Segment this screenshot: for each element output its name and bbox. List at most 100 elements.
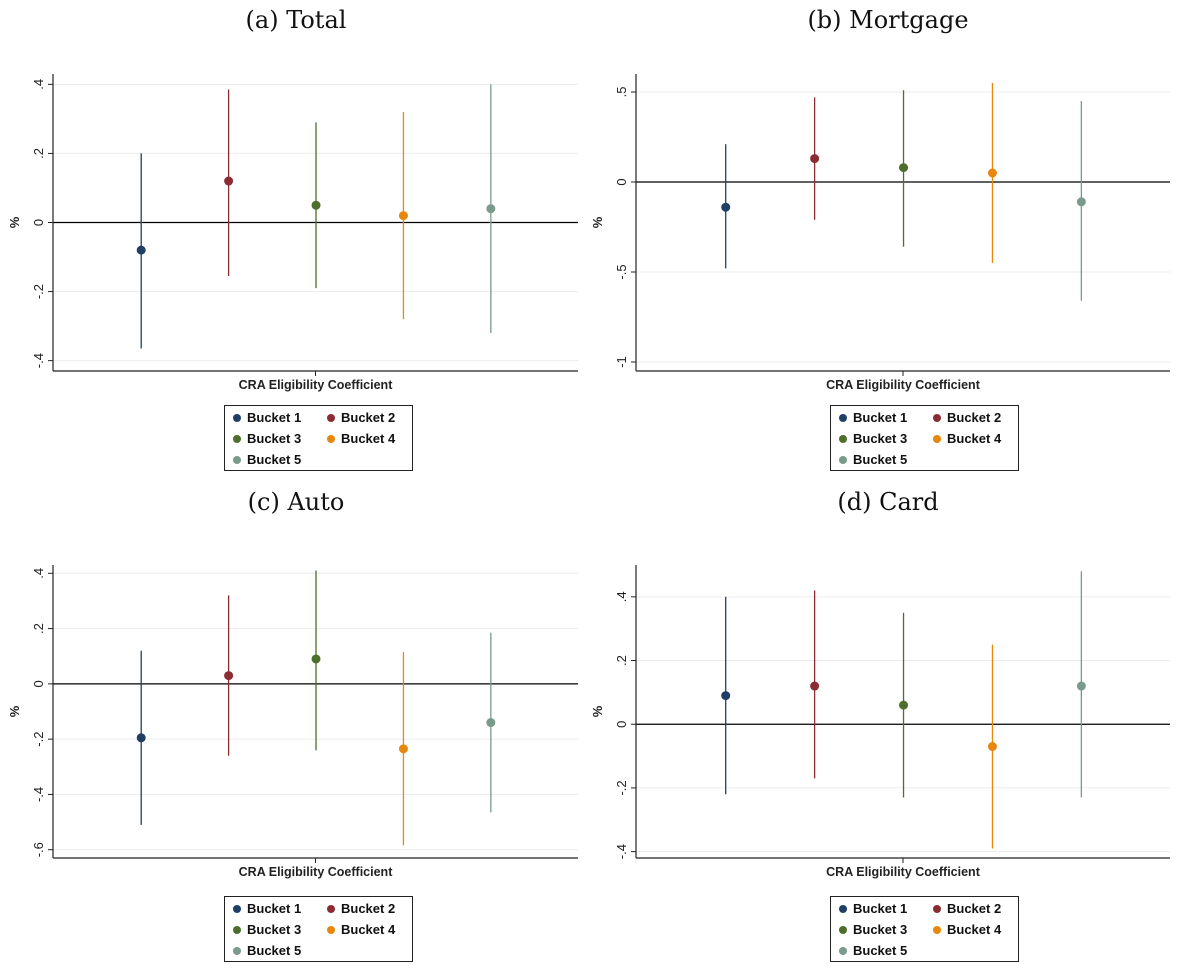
panel-mortgage: (b) Mortgage -1 -.5 0 .5 CRA Eligibility Coe… [592, 0, 1184, 482]
chart-plot: -.4 -.2 0 .2 .4 CRA Eligibility Coefficient% [592, 565, 1170, 879]
legend-label: Bucket 5 [853, 943, 908, 958]
legend-swatch [839, 434, 847, 443]
chart-plot: -1 -.5 0 .5 CRA Eligibility Coefficient% [592, 74, 1170, 392]
legend-swatch [327, 925, 335, 934]
legend-item-bucket-2: Bucket 2 [327, 410, 395, 425]
point-bucket-5 [486, 204, 496, 214]
legend-swatch [933, 413, 941, 422]
y-tick-label: .4 [31, 568, 46, 579]
y-axis-title: % [7, 216, 22, 228]
chart-legend: Bucket 1 Bucket 2 Bucket 3 Bucket 4 Bucket 5 [830, 405, 1019, 471]
legend-swatch [233, 946, 241, 955]
legend-item-bucket-1: Bucket 1 [839, 901, 907, 916]
y-tick-label: .5 [614, 87, 629, 98]
point-bucket-3 [311, 654, 321, 664]
point-bucket-4 [987, 742, 997, 752]
legend-label: Bucket 1 [247, 410, 302, 425]
y-tick-label: -.2 [614, 780, 629, 795]
legend-label: Bucket 2 [341, 410, 396, 425]
y-tick-label: .4 [31, 79, 46, 90]
legend-label: Bucket 2 [947, 410, 1002, 425]
legend-swatch [233, 904, 241, 913]
legend-swatch [839, 413, 847, 422]
point-bucket-4 [398, 211, 408, 221]
y-tick-label: .2 [614, 655, 629, 666]
legend-item-bucket-2: Bucket 2 [933, 901, 1001, 916]
x-axis-title: CRA Eligibility Coefficient [826, 865, 981, 879]
legend-swatch [327, 413, 335, 422]
legend-label: Bucket 4 [947, 922, 1002, 937]
y-axis-title: % [7, 705, 22, 717]
chart-title: (a) Total [245, 6, 347, 34]
legend-swatch [839, 904, 847, 913]
panel-auto: (c) Auto -.6 -.4 -.2 0 .2 .4 CRA Eligibility C… [0, 482, 592, 964]
y-tick-label: .2 [31, 148, 46, 159]
legend-label: Bucket 4 [947, 431, 1002, 446]
y-tick-label: -.2 [31, 284, 46, 299]
y-tick-label: .4 [614, 591, 629, 602]
point-bucket-3 [311, 200, 321, 210]
legend-label: Bucket 4 [341, 922, 396, 937]
legend-swatch [839, 455, 847, 464]
legend-item-bucket-4: Bucket 4 [327, 431, 395, 446]
legend-item-bucket-5: Bucket 5 [839, 452, 907, 467]
y-tick-label: -.4 [614, 844, 629, 859]
legend-label: Bucket 3 [853, 922, 908, 937]
legend-swatch [327, 904, 335, 913]
y-tick-label: -1 [614, 356, 629, 368]
legend-swatch [233, 925, 241, 934]
y-axis-title: % [592, 216, 605, 228]
legend-swatch [839, 925, 847, 934]
y-tick-label: -.4 [31, 787, 46, 802]
y-tick-label: -.4 [31, 353, 46, 368]
y-tick-label: 0 [31, 219, 46, 226]
legend-item-bucket-1: Bucket 1 [839, 410, 907, 425]
legend-swatch [327, 434, 335, 443]
chart-plot: -.6 -.4 -.2 0 .2 .4 CRA Eligibility Coefficien… [7, 565, 578, 879]
legend-item-bucket-4: Bucket 4 [933, 431, 1001, 446]
legend-item-bucket-5: Bucket 5 [233, 452, 301, 467]
legend-item-bucket-4: Bucket 4 [327, 922, 395, 937]
y-tick-label: 0 [31, 680, 46, 687]
y-tick-label: -.6 [31, 842, 46, 857]
point-bucket-4 [987, 168, 997, 178]
y-tick-label: .2 [31, 623, 46, 634]
legend-label: Bucket 3 [853, 431, 908, 446]
legend-label: Bucket 1 [247, 901, 302, 916]
legend-item-bucket-1: Bucket 1 [233, 410, 301, 425]
point-bucket-5 [1076, 681, 1086, 691]
legend-label: Bucket 2 [947, 901, 1002, 916]
chart-title: (c) Auto [247, 488, 345, 516]
panel-total: (a) Total -.4 -.2 0 .2 .4 CRA Eligibility Coe… [0, 0, 592, 482]
point-bucket-2 [224, 176, 234, 186]
x-axis-title: CRA Eligibility Coefficient [826, 378, 981, 392]
panel-card: (d) Card -.4 -.2 0 .2 .4 CRA Eligibility Coef… [592, 482, 1184, 964]
chart-plot: -.4 -.2 0 .2 .4 CRA Eligibility Coefficient% [7, 74, 578, 392]
point-bucket-3 [899, 700, 909, 710]
chart-legend: Bucket 1 Bucket 2 Bucket 3 Bucket 4 Bucket 5 [224, 405, 413, 471]
point-bucket-1 [721, 691, 731, 701]
chart-title: (d) Card [837, 488, 939, 516]
y-tick-label: -.5 [614, 264, 629, 279]
legend-label: Bucket 1 [853, 410, 908, 425]
legend-swatch [839, 946, 847, 955]
legend-item-bucket-3: Bucket 3 [839, 922, 907, 937]
legend-swatch [233, 413, 241, 422]
legend-swatch [933, 925, 941, 934]
legend-label: Bucket 4 [341, 431, 396, 446]
legend-label: Bucket 5 [853, 452, 908, 467]
point-bucket-1 [136, 733, 146, 743]
point-bucket-4 [398, 744, 408, 754]
point-bucket-5 [1076, 197, 1086, 207]
y-tick-label: 0 [614, 721, 629, 728]
point-bucket-1 [721, 202, 731, 212]
legend-item-bucket-5: Bucket 5 [233, 943, 301, 958]
legend-label: Bucket 5 [247, 452, 302, 467]
legend-swatch [933, 904, 941, 913]
legend-label: Bucket 5 [247, 943, 302, 958]
legend-label: Bucket 3 [247, 922, 302, 937]
point-bucket-2 [810, 681, 820, 691]
chart-title: (b) Mortgage [807, 6, 969, 34]
legend-swatch [933, 434, 941, 443]
y-axis-title: % [592, 705, 605, 717]
